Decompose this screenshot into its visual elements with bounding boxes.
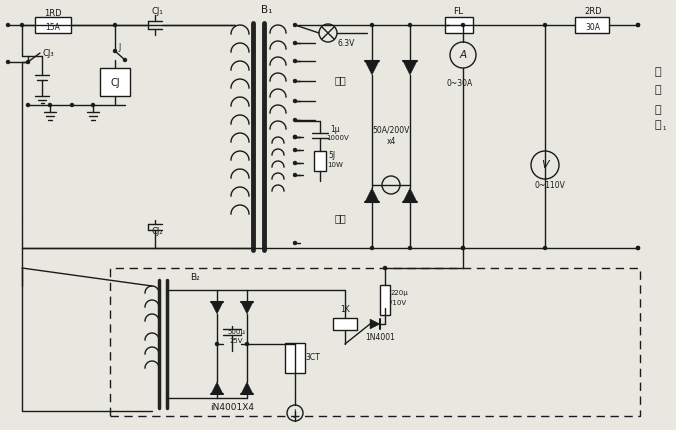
Text: 1μ: 1μ: [330, 125, 340, 133]
Text: FL: FL: [453, 7, 463, 16]
Circle shape: [245, 342, 249, 346]
Text: x4: x4: [386, 138, 395, 147]
Polygon shape: [365, 188, 379, 202]
Circle shape: [636, 23, 640, 27]
Circle shape: [293, 161, 297, 165]
Circle shape: [215, 342, 219, 346]
Text: 0~30A: 0~30A: [447, 79, 473, 87]
Circle shape: [636, 246, 640, 250]
Text: 5J: 5J: [329, 151, 335, 160]
Circle shape: [123, 58, 127, 62]
Bar: [285, 343, 305, 373]
Circle shape: [408, 246, 412, 250]
Text: CJ₁: CJ₁: [151, 6, 163, 15]
Circle shape: [26, 103, 30, 107]
Circle shape: [293, 41, 297, 45]
Circle shape: [543, 23, 547, 27]
Text: ₁: ₁: [662, 123, 666, 132]
Text: V: V: [541, 160, 549, 170]
Text: 1K: 1K: [340, 305, 350, 314]
Circle shape: [293, 118, 297, 122]
Text: iN4001X4: iN4001X4: [210, 403, 254, 412]
Circle shape: [293, 99, 297, 103]
Circle shape: [461, 246, 465, 250]
Text: 出: 出: [654, 120, 661, 130]
Text: 0~110V: 0~110V: [535, 181, 565, 190]
Text: 1N4001: 1N4001: [365, 334, 395, 343]
Text: 6.3V: 6.3V: [337, 39, 355, 47]
Circle shape: [383, 266, 387, 270]
Polygon shape: [403, 188, 417, 202]
Text: 充: 充: [654, 67, 661, 77]
Circle shape: [293, 173, 297, 177]
Text: B₁: B₁: [262, 5, 272, 15]
Circle shape: [70, 103, 74, 107]
Text: 3CT: 3CT: [306, 353, 320, 362]
Text: B₂: B₂: [190, 273, 200, 283]
Text: 500μ: 500μ: [227, 329, 245, 335]
Bar: [380, 285, 390, 315]
Circle shape: [543, 246, 547, 250]
Text: 30A: 30A: [585, 22, 600, 31]
Circle shape: [370, 23, 374, 27]
Text: 2RD: 2RD: [584, 7, 602, 16]
Text: 电: 电: [654, 85, 661, 95]
Polygon shape: [241, 302, 253, 314]
Polygon shape: [241, 382, 253, 394]
Polygon shape: [403, 61, 417, 75]
Circle shape: [20, 23, 24, 27]
Circle shape: [293, 135, 297, 139]
Text: 输: 输: [654, 105, 661, 115]
Circle shape: [461, 246, 465, 250]
Circle shape: [293, 23, 297, 27]
Circle shape: [370, 246, 374, 250]
Polygon shape: [365, 61, 379, 75]
Text: 15A: 15A: [45, 22, 60, 31]
Circle shape: [113, 23, 117, 27]
Circle shape: [293, 135, 297, 139]
Circle shape: [636, 23, 640, 27]
Circle shape: [48, 103, 52, 107]
Circle shape: [91, 103, 95, 107]
Text: CJ₃: CJ₃: [42, 49, 54, 58]
Circle shape: [293, 148, 297, 152]
Bar: [35, 17, 71, 33]
Circle shape: [636, 246, 640, 250]
Bar: [110, 268, 640, 416]
Bar: [314, 151, 326, 171]
Text: 细调: 细调: [334, 213, 346, 223]
Circle shape: [6, 60, 10, 64]
Circle shape: [293, 59, 297, 63]
Bar: [333, 318, 357, 330]
Text: J: J: [119, 43, 121, 52]
Bar: [575, 17, 609, 33]
Circle shape: [293, 79, 297, 83]
Circle shape: [26, 60, 30, 64]
Polygon shape: [370, 319, 380, 329]
Text: A: A: [460, 50, 466, 60]
Bar: [100, 68, 130, 96]
Text: 50A/200V: 50A/200V: [372, 126, 410, 135]
Circle shape: [113, 49, 117, 53]
Circle shape: [6, 23, 10, 27]
Text: 220μ: 220μ: [390, 290, 408, 296]
Polygon shape: [211, 302, 223, 314]
Circle shape: [293, 241, 297, 245]
Circle shape: [461, 23, 465, 27]
Text: 10W: 10W: [327, 162, 343, 168]
Text: J: J: [294, 408, 296, 418]
Text: /10V: /10V: [390, 300, 406, 306]
Bar: [445, 17, 473, 33]
Text: 初调: 初调: [334, 75, 346, 85]
Text: 1000V: 1000V: [327, 135, 349, 141]
Polygon shape: [211, 382, 223, 394]
Text: 1RD: 1RD: [44, 9, 62, 18]
Text: 25V: 25V: [229, 338, 243, 344]
Text: CJ: CJ: [110, 78, 120, 88]
Circle shape: [408, 23, 412, 27]
Text: CJ₂: CJ₂: [151, 227, 163, 236]
